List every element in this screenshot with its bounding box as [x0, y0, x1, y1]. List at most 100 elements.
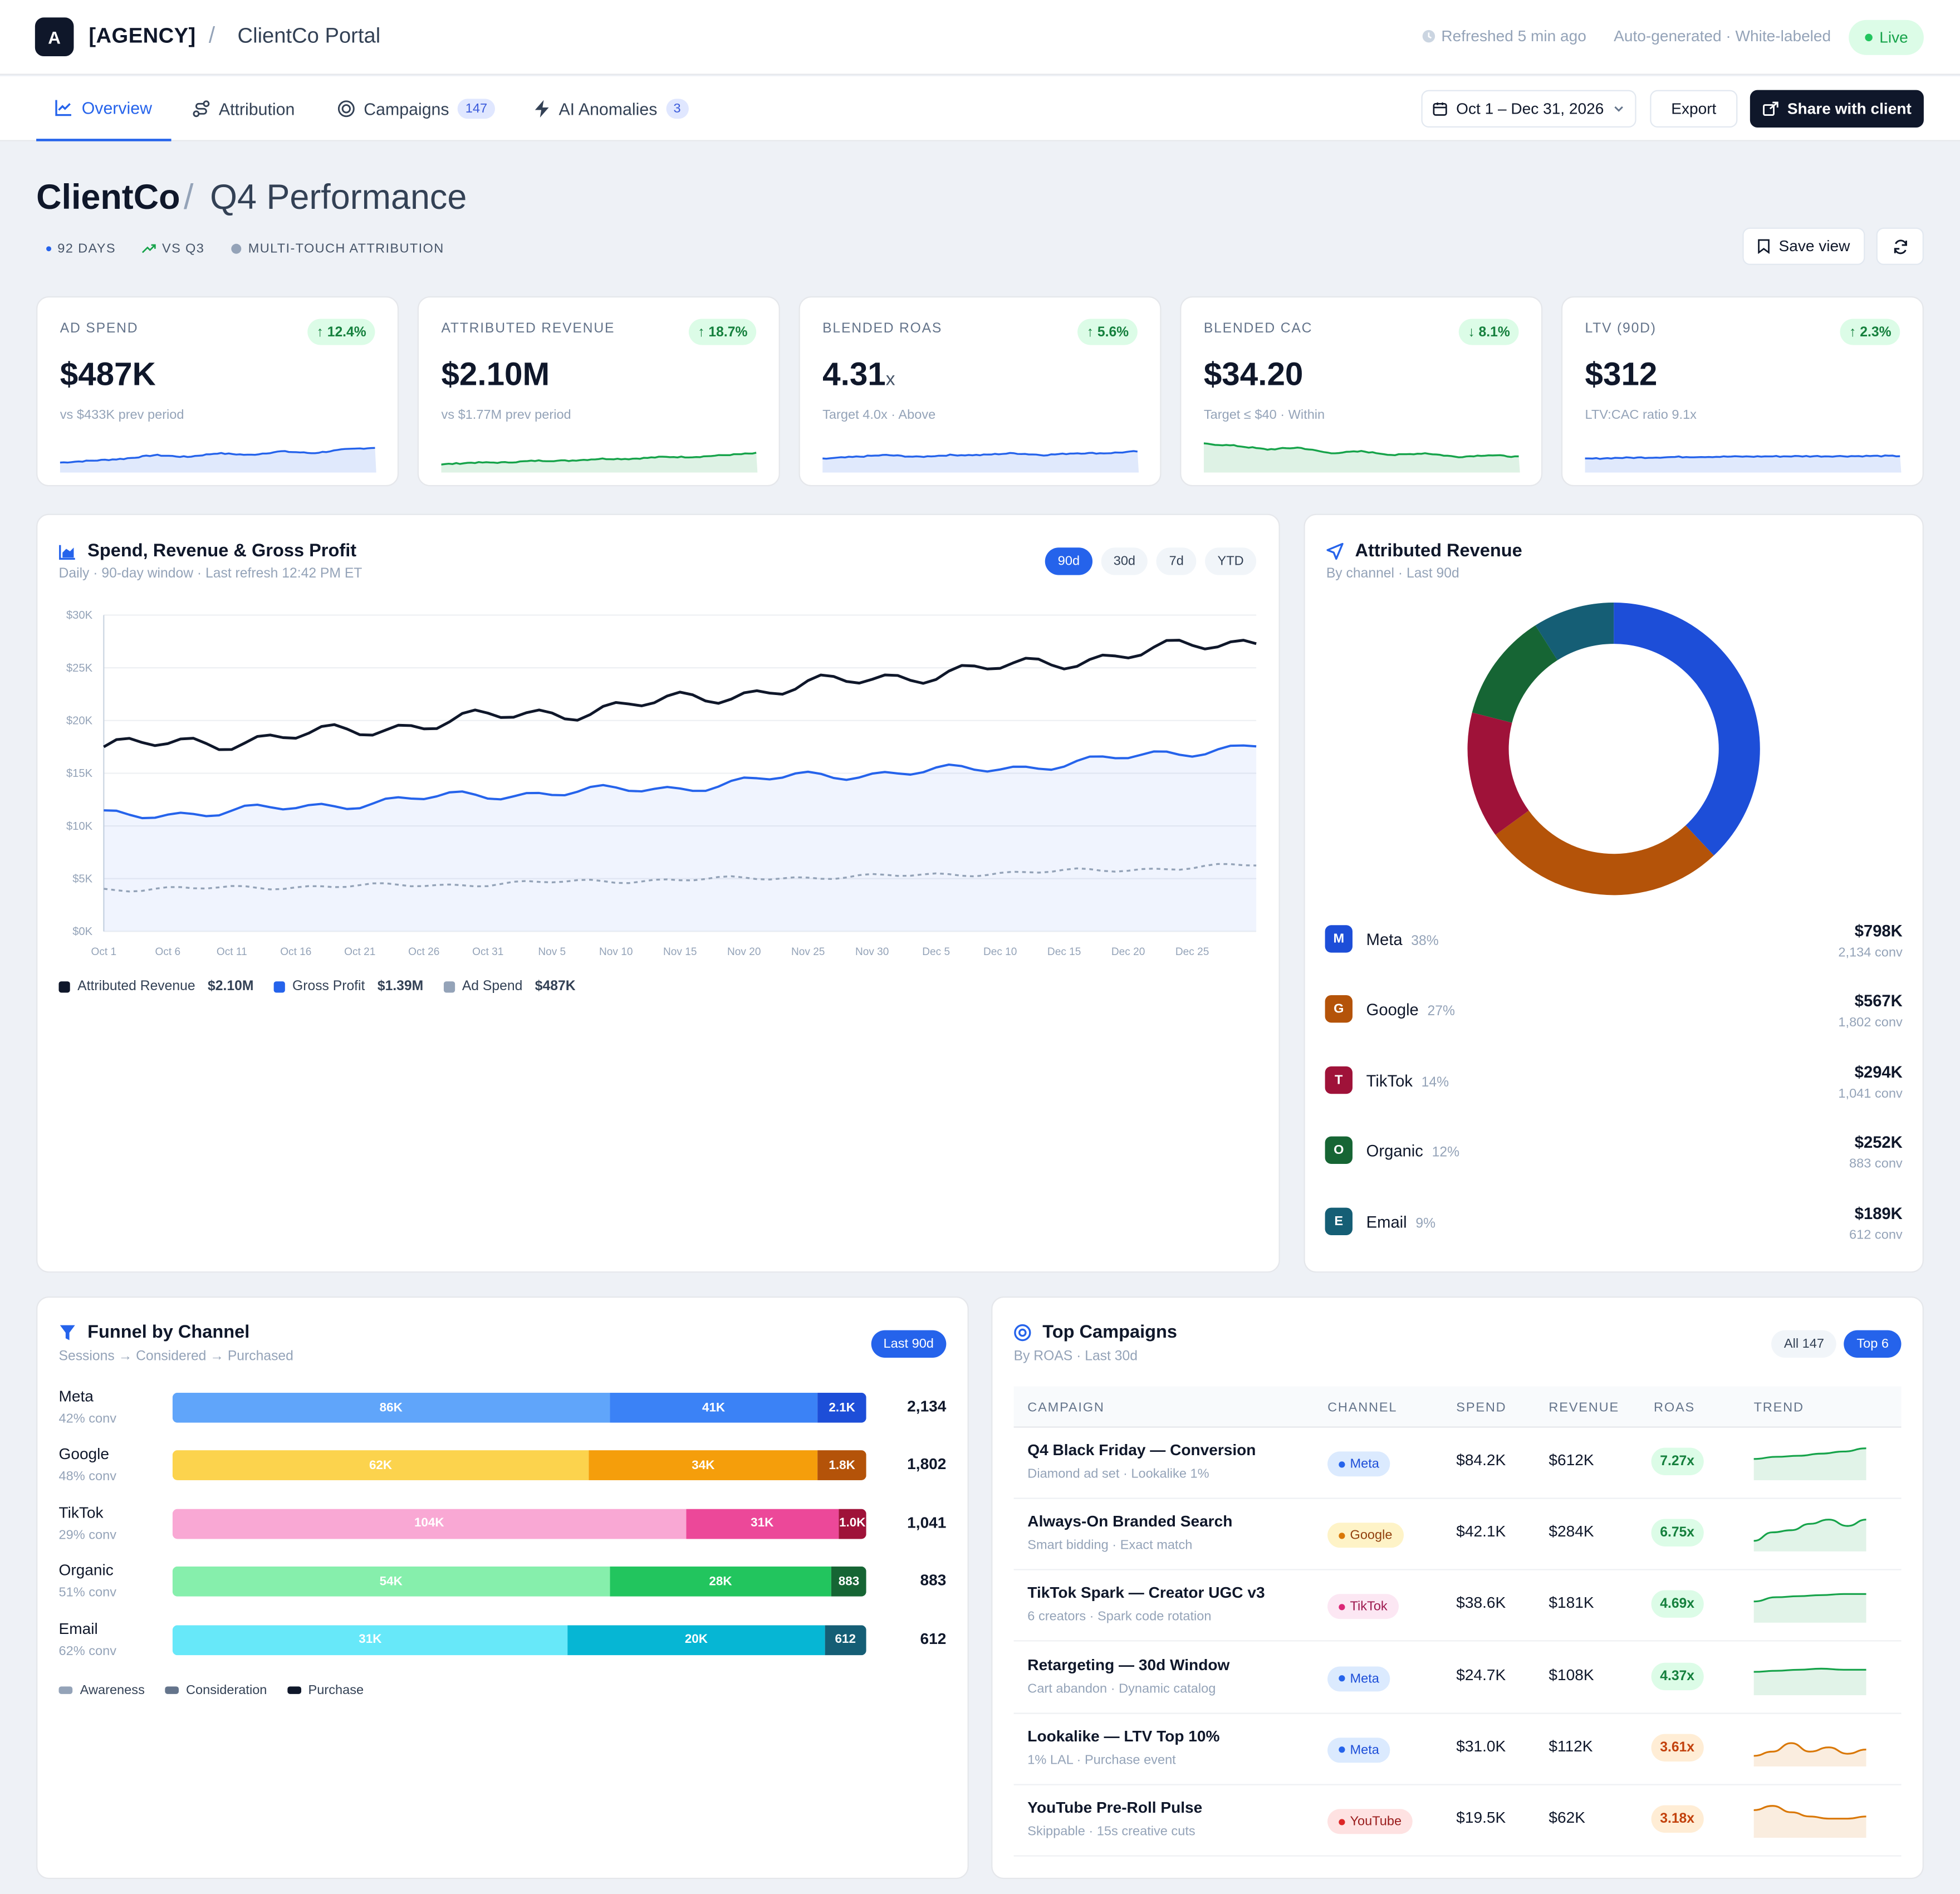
funnel-card: Funnel by Channel Sessions → Considered …	[36, 1296, 969, 1880]
funnel-total: 883	[920, 1572, 947, 1589]
campaign-name[interactable]: Retargeting — 30d Window	[1027, 1656, 1230, 1674]
legend-item[interactable]: Gross Profit $1.39M	[273, 979, 423, 994]
channel-name-text: Email	[1366, 1212, 1407, 1231]
legend-item[interactable]: Attributed Revenue $2.10M	[58, 978, 253, 994]
funnel-bar[interactable]: 54K 28K 883	[172, 1567, 866, 1597]
kpi-subtext: Target ≤ $40 · Within	[1203, 407, 1325, 423]
funnel-segment-consideration: 28K	[609, 1567, 832, 1597]
donut-slice-tiktok[interactable]	[1467, 712, 1529, 835]
channel-row-google[interactable]: G Google 27% $567K 1,802 conv	[1325, 991, 1903, 1046]
client-name: ClientCo	[36, 177, 180, 217]
col-revenue[interactable]: REVENUE	[1549, 1400, 1619, 1416]
refresh-icon	[1893, 239, 1907, 254]
arrow-up-icon: ↑	[698, 324, 705, 340]
col-channel[interactable]: CHANNEL	[1327, 1400, 1398, 1416]
campaign-row[interactable]: Retargeting — 30d Window Cart abandon · D…	[1013, 1642, 1902, 1714]
tab-ai-anomalies-label: AI Anomalies	[558, 99, 658, 119]
col-trend[interactable]: TREND	[1753, 1400, 1804, 1416]
campaign-row[interactable]: Lookalike — LTV Top 10% 1% LAL · Purchase…	[1013, 1714, 1902, 1785]
funnel-bar[interactable]: 86K 41K 2.1K	[172, 1392, 866, 1423]
funnel-segment-purchase: 1.0K	[838, 1509, 866, 1539]
funnel-range-badge[interactable]: Last 90d	[871, 1330, 947, 1358]
funnel-bar[interactable]: 31K 20K 612	[172, 1624, 866, 1655]
funnel-segment-purchase: 2.1K	[817, 1392, 866, 1423]
campaign-desc: Skippable · 15s creative cuts	[1027, 1824, 1195, 1839]
channel-row-tiktok[interactable]: T TikTok 14% $294K 1,041 conv	[1325, 1061, 1903, 1116]
x-tick-label: Dec 5	[922, 946, 950, 958]
x-tick-label: Dec 25	[1175, 946, 1209, 958]
funnel-bar[interactable]: 104K 31K 1.0K	[172, 1509, 866, 1539]
target-icon	[1014, 1324, 1031, 1342]
share-with-client-button[interactable]: Share with client	[1750, 90, 1924, 128]
legend-name: Attributed Revenue	[77, 978, 195, 994]
campaign-roas: 3.18x	[1651, 1805, 1703, 1833]
campaign-name[interactable]: Lookalike — LTV Top 10%	[1027, 1727, 1220, 1745]
campaign-name[interactable]: Always-On Branded Search	[1027, 1513, 1233, 1531]
funnel-channel-name: Meta	[58, 1387, 94, 1406]
kpi-card[interactable]: LTV (90D) ↑ 2.3% $312 LTV:CAC ratio 9.1x	[1561, 296, 1924, 487]
legend-item[interactable]: Ad Spend $487K	[443, 979, 576, 994]
kpi-card[interactable]: AD SPEND ↑ 12.4% $487K vs $433K prev period	[36, 296, 399, 487]
col-roas[interactable]: ROAS	[1654, 1400, 1696, 1416]
legend-swatch	[164, 1686, 179, 1694]
tab-overview[interactable]: Overview	[36, 76, 171, 141]
agency-logo[interactable]: A	[35, 17, 74, 57]
tab-bar: Overview Attribution Campaigns 147 AI An…	[0, 76, 1960, 141]
campaign-name[interactable]: TikTok Spark — Creator UGC v3	[1027, 1584, 1265, 1602]
campaign-roas: 7.27x	[1651, 1447, 1703, 1475]
tab-attribution[interactable]: Attribution	[193, 76, 295, 141]
export-button[interactable]: Export	[1650, 90, 1738, 128]
kpi-card[interactable]: BLENDED ROAS ↑ 5.6% 4.31x Target 4.0x · Abov…	[798, 296, 1162, 487]
kpi-delta-badge: ↑ 2.3%	[1840, 319, 1900, 345]
campaign-row[interactable]: TikTok Spark — Creator UGC v3 6 creators …	[1013, 1570, 1902, 1642]
kpi-sparkline	[60, 447, 376, 473]
series-area	[104, 745, 1257, 932]
x-tick-label: Oct 26	[408, 946, 439, 958]
range-90d-button[interactable]: 90d	[1045, 547, 1092, 575]
donut-subtitle: By channel · Last 90d	[1326, 566, 1459, 581]
range-30d-button[interactable]: 30d	[1101, 547, 1148, 575]
kpi-value-unit: x	[885, 369, 895, 390]
funnel-segment-purchase: 883	[831, 1567, 866, 1597]
x-tick-label: Dec 20	[1111, 946, 1145, 958]
channel-name: TikTok 14%	[1366, 1071, 1449, 1090]
campaign-roas: 6.75x	[1651, 1519, 1703, 1547]
date-range-picker[interactable]: Oct 1 – Dec 31, 2026	[1421, 90, 1636, 128]
range-ytd-button[interactable]: YTD	[1205, 547, 1257, 575]
funnel-bar[interactable]: 62K 34K 1.8K	[172, 1450, 866, 1481]
save-view-button[interactable]: Save view	[1742, 227, 1865, 265]
campaign-row[interactable]: Q4 Black Friday — Conversion Diamond ad s…	[1013, 1428, 1902, 1499]
donut-slice-organic[interactable]	[1472, 625, 1558, 723]
col-campaign[interactable]: CAMPAIGN	[1027, 1400, 1105, 1416]
col-spend[interactable]: SPEND	[1456, 1400, 1507, 1416]
channel-row-meta[interactable]: M Meta 38% $798K 2,134 conv	[1325, 920, 1903, 975]
kpi-subtext: vs $433K prev period	[60, 407, 184, 423]
kpi-card[interactable]: ATTRIBUTED REVENUE ↑ 18.7% $2.10M vs $1.77M …	[417, 296, 780, 487]
range-7d-button[interactable]: 7d	[1157, 547, 1197, 575]
campaign-row[interactable]: YouTube Pre-Roll Pulse Skippable · 15s cr…	[1013, 1785, 1902, 1857]
campaigns-table-header: CAMPAIGN CHANNEL SPEND REVENUE ROAS TREN…	[1013, 1386, 1902, 1428]
kpi-card[interactable]: BLENDED CAC ↓ 8.1% $34.20 Target ≤ $40 · Wit…	[1180, 296, 1543, 487]
funnel-conv-rate: 42% conv	[58, 1411, 117, 1427]
funnel-legend-label: Consideration	[185, 1682, 267, 1698]
breadcrumb-separator: /	[208, 22, 215, 48]
tab-campaigns[interactable]: Campaigns 147	[337, 76, 495, 141]
donut-slice-email[interactable]	[1535, 603, 1614, 660]
refresh-button[interactable]	[1876, 227, 1924, 265]
filter-top-button[interactable]: Top 6	[1844, 1330, 1902, 1358]
donut-slice-google[interactable]	[1495, 810, 1714, 895]
campaigns-title-text: Top Campaigns	[1042, 1323, 1177, 1343]
kpi-delta-value: 5.6%	[1097, 324, 1129, 340]
donut-slice-meta[interactable]	[1614, 603, 1760, 856]
funnel-title-text: Funnel by Channel	[87, 1323, 250, 1343]
filter-all-button[interactable]: All 147	[1771, 1330, 1837, 1358]
campaign-name[interactable]: YouTube Pre-Roll Pulse	[1027, 1799, 1203, 1817]
tab-ai-anomalies[interactable]: AI Anomalies 3	[534, 76, 689, 141]
campaign-name[interactable]: Q4 Black Friday — Conversion	[1027, 1441, 1256, 1459]
campaign-row[interactable]: Always-On Branded Search Smart bidding · …	[1013, 1499, 1902, 1571]
legend-swatch	[443, 981, 455, 992]
channel-row-organic[interactable]: O Organic 12% $252K 883 conv	[1325, 1132, 1903, 1187]
channel-row-email[interactable]: E Email 9% $189K 612 conv	[1325, 1202, 1903, 1257]
kpi-sparkline	[441, 452, 758, 473]
channel-chip-label: Meta	[1350, 1742, 1379, 1758]
